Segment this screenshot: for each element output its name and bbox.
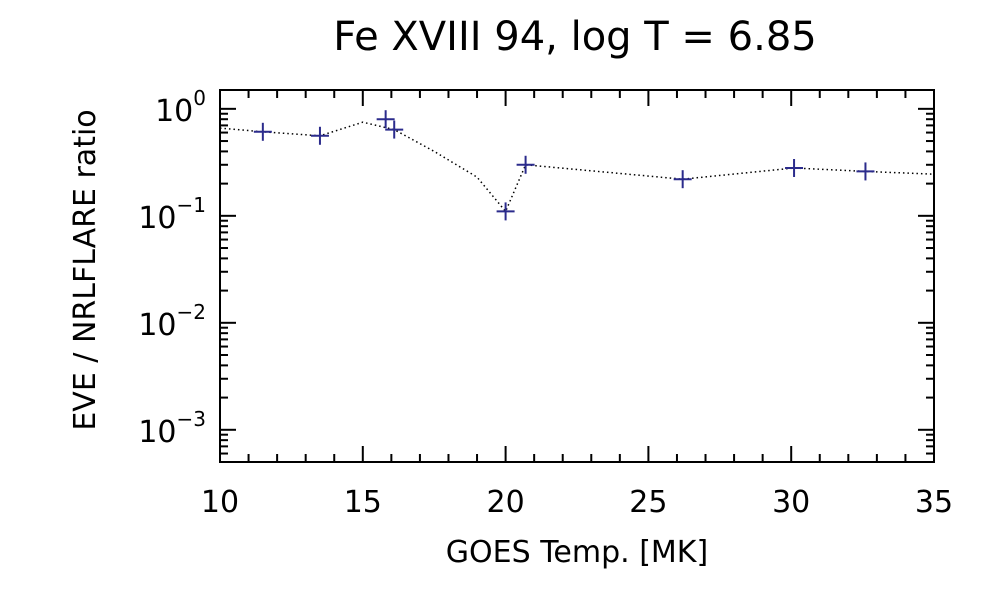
chart-title: Fe XVIII 94, log T = 6.85 — [333, 14, 816, 60]
y-tick-label: 10−3 — [138, 407, 206, 450]
axis-ticks — [219, 90, 935, 463]
y-tick-label-base: 10 — [155, 94, 193, 129]
data-point — [253, 122, 272, 141]
x-tick-label: 30 — [772, 485, 810, 520]
y-axis-label: EVE / NRLFLARE ratio — [68, 109, 103, 430]
y-tick-label: 100 — [155, 86, 206, 129]
x-axis-label: GOES Temp. [MK] — [446, 535, 708, 570]
data-point — [856, 162, 875, 181]
data-point — [673, 170, 692, 189]
y-tick-label-exponent: −2 — [177, 300, 206, 324]
x-tick-label: 15 — [344, 485, 382, 520]
x-tick-label: 10 — [201, 485, 239, 520]
data-points-layer — [253, 110, 875, 221]
x-tick-label: 35 — [915, 485, 953, 520]
y-tick-label-base: 10 — [138, 415, 176, 450]
x-tick-label: 20 — [487, 485, 525, 520]
y-tick-label: 10−1 — [138, 193, 206, 236]
plot-frame — [219, 89, 935, 463]
x-tick-label: 25 — [629, 485, 667, 520]
y-tick-label-base: 10 — [138, 308, 176, 343]
y-tick-label-base: 10 — [138, 201, 176, 236]
data-point — [496, 202, 515, 221]
data-point — [785, 158, 804, 177]
data-point — [376, 110, 395, 129]
y-tick-label: 10−2 — [138, 300, 206, 343]
y-tick-label-exponent: −1 — [177, 193, 206, 217]
data-point — [516, 155, 535, 174]
y-tick-label-exponent: −3 — [177, 407, 206, 431]
y-tick-label-exponent: 0 — [193, 86, 206, 110]
data-point — [310, 126, 329, 145]
data-point — [385, 120, 404, 139]
